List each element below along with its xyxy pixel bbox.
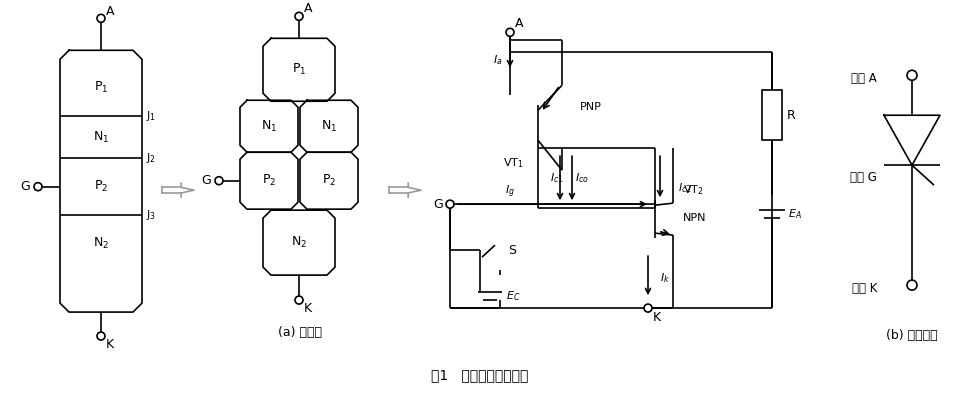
Text: K: K [106, 338, 114, 351]
Circle shape [446, 200, 454, 208]
Text: P$_2$: P$_2$ [262, 173, 276, 188]
Text: 阳极 A: 阳极 A [851, 72, 877, 85]
Circle shape [97, 332, 105, 340]
Text: N$_1$: N$_1$ [261, 119, 277, 134]
Text: (a) 等效图: (a) 等效图 [278, 325, 322, 338]
Text: $I_g$: $I_g$ [505, 184, 515, 201]
Text: J$_3$: J$_3$ [146, 208, 156, 222]
Circle shape [644, 304, 652, 312]
Text: 门极 G: 门极 G [850, 171, 877, 184]
Text: G: G [20, 180, 30, 193]
Circle shape [907, 70, 917, 80]
Text: VT$_1$: VT$_1$ [503, 156, 523, 170]
Text: $I_k$: $I_k$ [660, 271, 670, 285]
Circle shape [34, 183, 42, 191]
Text: $E_C$: $E_C$ [506, 289, 520, 303]
Circle shape [295, 296, 303, 304]
Text: P$_1$: P$_1$ [291, 62, 306, 77]
Text: PNP: PNP [580, 102, 602, 112]
Circle shape [506, 28, 514, 36]
Text: K: K [653, 310, 661, 323]
Circle shape [907, 280, 917, 290]
Text: $I_{co}$: $I_{co}$ [575, 171, 589, 185]
Text: $E_A$: $E_A$ [788, 207, 802, 221]
Text: J$_1$: J$_1$ [146, 109, 156, 123]
Text: N$_2$: N$_2$ [291, 235, 307, 250]
Text: A: A [304, 2, 313, 15]
Text: K: K [304, 301, 312, 314]
Text: 阴极 K: 阴极 K [852, 282, 877, 295]
Text: P$_1$: P$_1$ [94, 80, 108, 95]
Bar [762, 90, 782, 140]
Text: A: A [106, 5, 115, 18]
Text: S: S [508, 243, 516, 256]
Text: $I_{c2}$: $I_{c2}$ [678, 181, 692, 195]
Text: G: G [433, 198, 443, 211]
Text: VT$_2$: VT$_2$ [683, 183, 703, 197]
Text: N$_1$: N$_1$ [321, 119, 337, 134]
Text: A: A [515, 17, 523, 30]
Text: 图1   晶闸管等效图解图: 图1 晶闸管等效图解图 [431, 368, 529, 382]
Text: P$_2$: P$_2$ [322, 173, 336, 188]
Circle shape [97, 14, 105, 22]
Circle shape [295, 12, 303, 20]
Text: $I_a$: $I_a$ [493, 54, 503, 67]
Text: G: G [202, 174, 211, 187]
Polygon shape [884, 115, 940, 165]
Text: N$_1$: N$_1$ [93, 130, 109, 145]
Text: R: R [787, 109, 796, 122]
Text: (b) 器件符号: (b) 器件符号 [886, 329, 938, 342]
Text: J$_2$: J$_2$ [146, 151, 156, 165]
Text: N$_2$: N$_2$ [93, 236, 109, 251]
Text: $I_{c1}$: $I_{c1}$ [550, 171, 564, 185]
Text: NPN: NPN [683, 213, 706, 223]
Text: P$_2$: P$_2$ [94, 179, 108, 194]
Circle shape [215, 177, 223, 185]
